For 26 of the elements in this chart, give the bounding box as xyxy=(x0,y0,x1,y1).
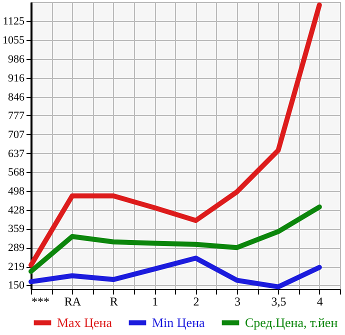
x-tick-label: 3 xyxy=(234,294,240,308)
x-tick-label: R xyxy=(110,294,118,308)
y-tick-label: 568 xyxy=(8,166,25,179)
y-tick-label: 289 xyxy=(8,242,25,254)
x-tick-label: 3,5 xyxy=(271,294,286,308)
y-tick-label: 707 xyxy=(8,128,25,141)
y-tick-label: 150 xyxy=(8,280,25,292)
x-tick-label: 2 xyxy=(193,294,200,308)
x-tick-label: *** xyxy=(32,294,50,308)
legend-label: Min Цена xyxy=(152,314,206,330)
y-tick-label: 219 xyxy=(8,261,25,274)
x-tick-label: RA xyxy=(64,294,82,308)
y-tick-label: 1125 xyxy=(2,16,25,28)
y-tick-label: 637 xyxy=(8,148,25,160)
y-tick-label: 359 xyxy=(8,223,25,236)
y-tick-label: 1055 xyxy=(2,34,25,47)
y-tick-label: 777 xyxy=(8,110,25,122)
legend-label: Max Цена xyxy=(57,314,112,330)
legend-label: Сред.Цена, т.йен xyxy=(245,314,338,330)
x-tick-label: 1 xyxy=(152,294,158,308)
y-tick-label: 498 xyxy=(8,185,25,198)
y-tick-label: 846 xyxy=(8,91,25,104)
y-tick-label: 428 xyxy=(8,204,25,216)
y-tick-label: 916 xyxy=(8,72,25,84)
x-tick-label: 4 xyxy=(316,294,323,308)
y-tick-label: 986 xyxy=(8,53,25,66)
